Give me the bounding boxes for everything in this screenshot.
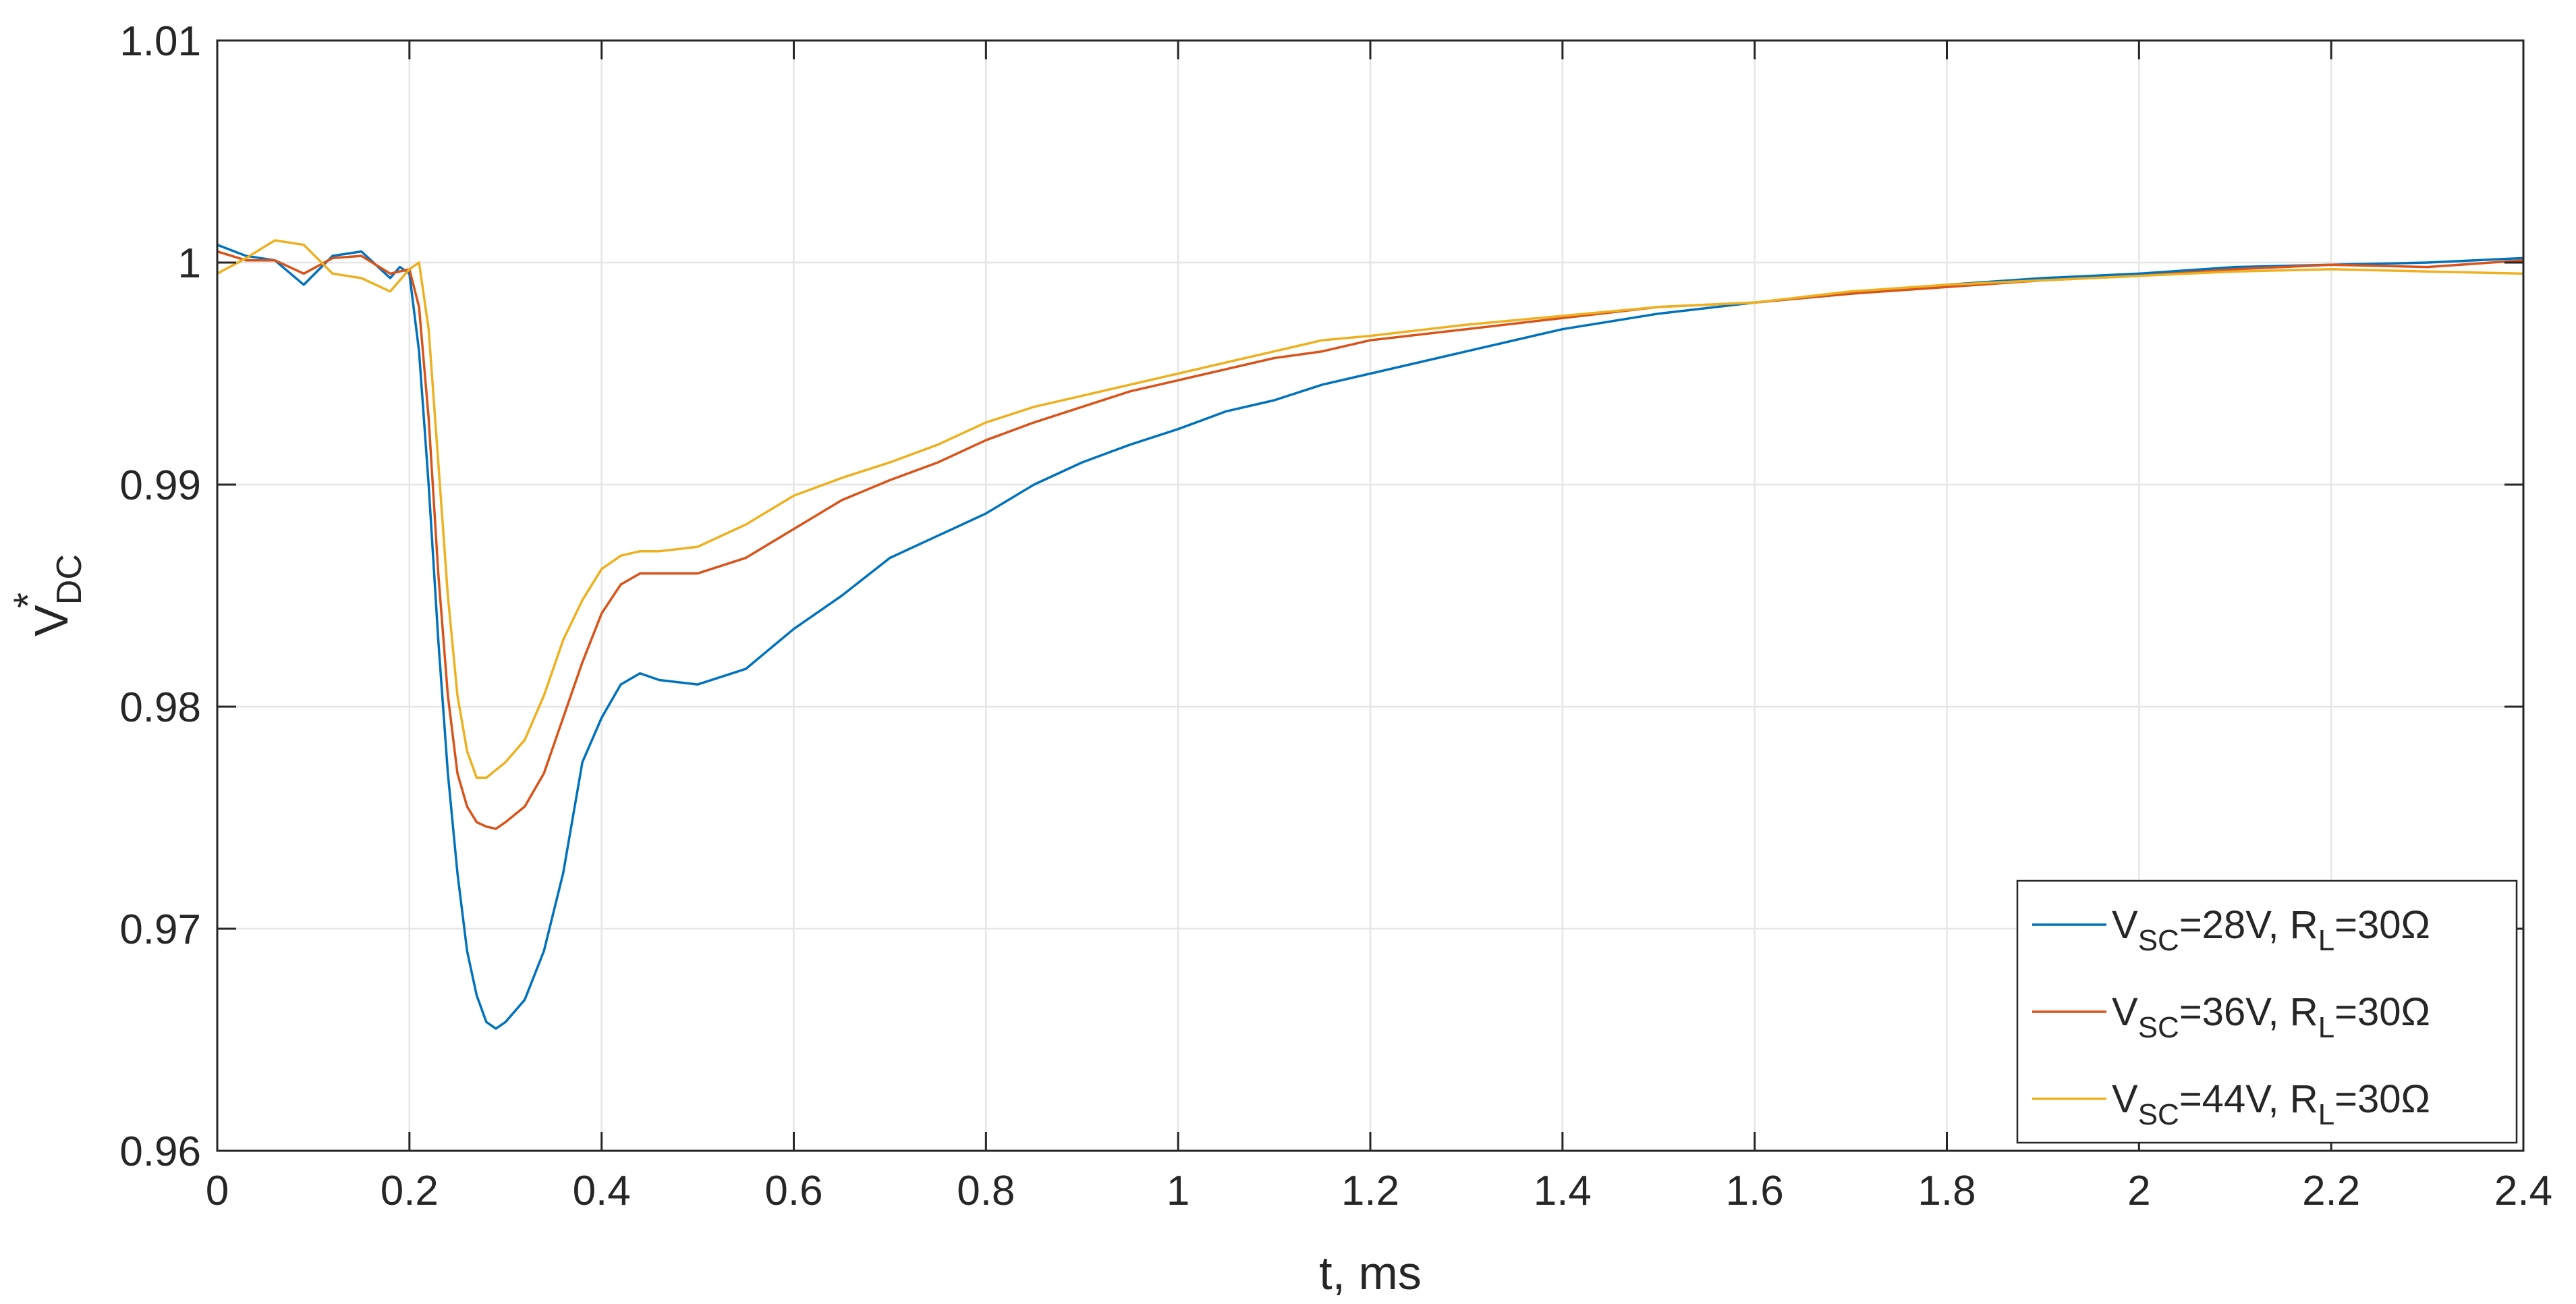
x-tick-label: 2	[2127, 1168, 2150, 1214]
y-tick-label: 0.97	[119, 906, 201, 953]
x-tick-labels: 0 0.2 0.4 0.6 0.8 1 1.2 1.4 1.6 1.8 2 2.2 2.4	[206, 1168, 2552, 1214]
x-tick-label: 1	[1167, 1168, 1189, 1214]
y-axis-title-base: V	[25, 605, 78, 636]
svg-text:VDC*: VDC*	[5, 554, 89, 636]
legend-label-3: VSC=44V, RL=30Ω	[2112, 1077, 2430, 1131]
series-line-3	[217, 239, 2524, 780]
x-tick-label: 0.2	[381, 1168, 439, 1214]
series-layer	[217, 239, 2524, 1030]
series-line-1	[217, 244, 2524, 1030]
x-axis-title: t, ms	[1319, 1247, 1422, 1299]
x-tick-label: 1.8	[1917, 1168, 1976, 1214]
x-tick-label: 0.6	[764, 1168, 822, 1214]
legend-label-1: VSC=28V, RL=30Ω	[2112, 903, 2430, 957]
y-tick-label: 0.99	[119, 462, 201, 509]
y-tick-label: 1	[178, 240, 201, 287]
y-tick-labels: 0.96 0.97 0.98 0.99 1 1.01	[119, 18, 201, 1175]
x-tick-label: 2.2	[2302, 1168, 2360, 1214]
x-tick-label: 1.4	[1534, 1168, 1592, 1214]
x-tick-label: 1.2	[1341, 1168, 1399, 1214]
x-tick-label: 0.4	[573, 1168, 631, 1214]
x-tick-label: 0.8	[957, 1168, 1015, 1214]
legend-label-2: VSC=36V, RL=30Ω	[2112, 990, 2430, 1044]
y-axis-title: VDC*	[5, 554, 89, 636]
x-tick-label: 2.4	[2494, 1168, 2552, 1214]
y-tick-label: 0.98	[119, 684, 201, 731]
x-tick-label: 0	[206, 1168, 229, 1214]
y-axis-title-sub: DC	[50, 554, 89, 605]
legend: VSC=28V, RL=30Ω VSC=36V, RL=30Ω VSC=44V, R…	[2016, 879, 2518, 1144]
x-tick-label: 1.6	[1726, 1168, 1784, 1214]
y-axis-title-sup: *	[5, 593, 51, 608]
y-tick-label: 1.01	[119, 18, 201, 65]
y-tick-label: 0.96	[119, 1129, 201, 1175]
